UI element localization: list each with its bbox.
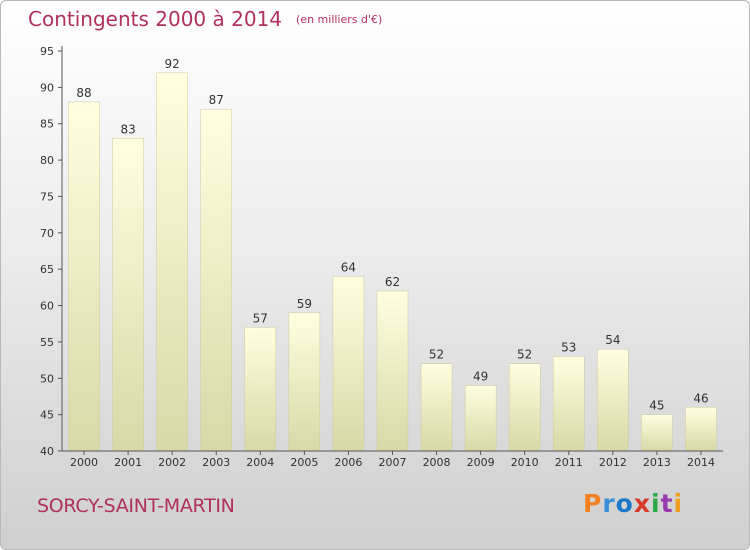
- y-tick-label: 70: [40, 227, 54, 240]
- proxiti-logo: Proxiti: [583, 489, 683, 518]
- bar: [508, 363, 541, 452]
- bar: [553, 356, 585, 452]
- bar: [200, 108, 232, 452]
- x-tick-label: 2014: [687, 456, 715, 469]
- bar-value-label: 92: [165, 57, 180, 71]
- y-tick-label: 65: [40, 263, 54, 276]
- x-tick-label: 2000: [70, 456, 98, 469]
- bar: [68, 101, 100, 452]
- x-tick-label: 2003: [202, 456, 230, 469]
- bar: [112, 138, 144, 452]
- bar-value-label: 83: [120, 122, 135, 136]
- y-tick-label: 95: [40, 45, 54, 58]
- bar: [288, 312, 321, 452]
- bar-value-label: 87: [209, 93, 224, 107]
- bar: [685, 407, 717, 452]
- bar-value-label: 52: [429, 348, 444, 362]
- x-tick-label: 2005: [290, 456, 318, 469]
- bar-value-label: 54: [605, 333, 620, 347]
- commune-name: SORCY-SAINT-MARTIN: [37, 495, 235, 517]
- x-tick-label: 2010: [511, 456, 539, 469]
- logo-letter: x: [633, 489, 651, 518]
- x-tick-label: 2004: [246, 456, 274, 469]
- logo-letter: P: [583, 489, 603, 518]
- x-tick-label: 2009: [467, 456, 495, 469]
- logo-letter: o: [615, 489, 634, 518]
- y-tick-label: 60: [40, 300, 54, 313]
- logo-letter: i: [651, 489, 661, 518]
- bar: [376, 290, 409, 452]
- bar: [464, 385, 497, 452]
- axes-group: 2000 2001 2002 2003 2004 2005 2006 2007 2008 2009…: [40, 45, 723, 469]
- bar-value-label: 46: [693, 391, 708, 405]
- logo-letter: t: [660, 489, 674, 518]
- x-tick-label: 2012: [599, 456, 627, 469]
- x-tick-label: 2013: [643, 456, 671, 469]
- bar: [641, 414, 673, 452]
- bar-value-label: 59: [297, 297, 312, 311]
- bar-value-label: 88: [76, 86, 91, 100]
- x-tick-label: 2007: [379, 456, 407, 469]
- bar-value-label: 45: [649, 399, 664, 413]
- bar: [420, 363, 453, 452]
- y-tick-label: 40: [40, 445, 54, 458]
- bar-value-label: 62: [385, 275, 400, 289]
- bar: [244, 327, 277, 452]
- logo-letter: i: [673, 489, 684, 518]
- bar: [332, 276, 365, 452]
- y-tick-label: 90: [40, 81, 54, 94]
- x-tick-label: 2011: [555, 456, 583, 469]
- x-tick-label: 2002: [158, 456, 186, 469]
- x-tick-label: 2001: [114, 456, 142, 469]
- bar-value-label: 49: [473, 370, 488, 384]
- logo-letter: r: [602, 489, 616, 518]
- bar-value-label: 53: [561, 340, 576, 354]
- bar: [156, 72, 188, 452]
- unit-label: (en milliers d'€): [296, 13, 383, 26]
- title-text: Contingents 2000 à 2014: [28, 7, 283, 31]
- bar-value-label: 57: [253, 311, 268, 325]
- bar: [597, 348, 629, 452]
- y-tick-label: 55: [40, 336, 54, 349]
- y-tick-label: 80: [40, 154, 54, 167]
- bars-group: 88 83 92 87 57 59 64 62 52 49 52 53 54 45 46: [68, 57, 717, 452]
- bar-value-label: 64: [341, 260, 356, 274]
- y-tick-label: 50: [40, 372, 54, 385]
- x-tick-label: 2006: [334, 456, 362, 469]
- y-tick-label: 85: [40, 118, 54, 131]
- x-tick-label: 2008: [423, 456, 451, 469]
- bar-value-label: 52: [517, 348, 532, 362]
- chart-title: Contingents 2000 à 2014 (en milliers d'€): [28, 7, 382, 31]
- y-tick-label: 75: [40, 190, 54, 203]
- y-tick-label: 45: [40, 409, 54, 422]
